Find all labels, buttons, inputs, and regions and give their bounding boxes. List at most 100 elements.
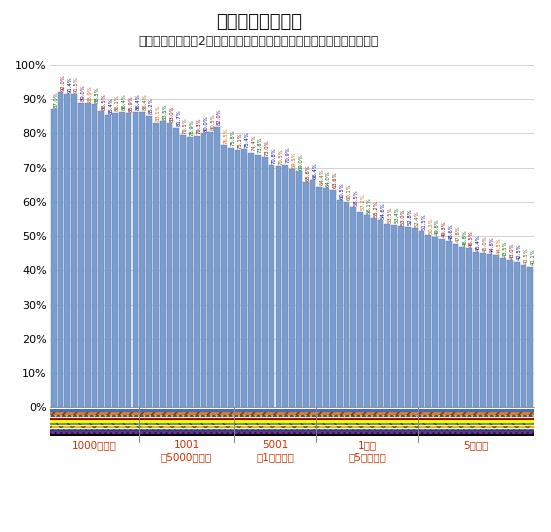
Bar bbox=[364, 215, 370, 408]
Text: 82.0%: 82.0% bbox=[217, 109, 222, 125]
Bar bbox=[51, 110, 57, 408]
Bar bbox=[425, 235, 431, 408]
Text: 43.0%: 43.0% bbox=[510, 242, 515, 259]
Bar bbox=[446, 241, 452, 408]
Text: 85.2%: 85.2% bbox=[149, 98, 154, 114]
Text: 57.2%: 57.2% bbox=[360, 194, 365, 210]
Text: （二人以上世帯、2つまでの複数回答で「現金」回答率、支払金額別）: （二人以上世帯、2つまでの複数回答で「現金」回答率、支払金額別） bbox=[139, 35, 379, 47]
Bar bbox=[432, 237, 438, 408]
Bar bbox=[255, 155, 261, 408]
Text: 80.0%: 80.0% bbox=[203, 115, 208, 132]
Text: 85.9%: 85.9% bbox=[128, 95, 133, 112]
Text: 76.5%: 76.5% bbox=[224, 128, 229, 144]
Text: 55.2%: 55.2% bbox=[374, 201, 379, 217]
Text: 1001
〜5000円以下: 1001 〜5000円以下 bbox=[161, 440, 212, 462]
Bar bbox=[302, 182, 309, 408]
Text: 46.8%: 46.8% bbox=[462, 229, 467, 246]
Bar bbox=[344, 202, 349, 408]
Text: 58.5%: 58.5% bbox=[353, 189, 358, 206]
Bar bbox=[412, 228, 418, 408]
Text: 42.5%: 42.5% bbox=[517, 244, 522, 261]
Bar bbox=[201, 134, 207, 408]
Bar bbox=[119, 112, 125, 408]
Text: 81.7%: 81.7% bbox=[176, 110, 181, 126]
Text: 70.9%: 70.9% bbox=[285, 147, 290, 163]
Bar bbox=[126, 113, 132, 408]
Bar bbox=[153, 123, 159, 408]
Text: 41.5%: 41.5% bbox=[523, 247, 528, 264]
Bar bbox=[85, 103, 90, 408]
Bar bbox=[357, 212, 363, 408]
Bar bbox=[527, 267, 533, 408]
Text: 64.4%: 64.4% bbox=[319, 169, 325, 186]
Text: 5001
〜1万円以下: 5001 〜1万円以下 bbox=[256, 440, 294, 462]
Bar bbox=[105, 115, 111, 408]
Text: 49.3%: 49.3% bbox=[442, 221, 447, 237]
Bar bbox=[350, 207, 356, 408]
Bar bbox=[466, 248, 472, 408]
Text: 80.5%: 80.5% bbox=[210, 114, 215, 130]
Text: 64.0%: 64.0% bbox=[326, 170, 331, 187]
Bar bbox=[139, 112, 145, 408]
Bar bbox=[112, 113, 118, 408]
Text: 45.0%: 45.0% bbox=[483, 235, 488, 252]
Bar bbox=[452, 244, 458, 408]
Bar bbox=[249, 153, 254, 408]
Text: 52.4%: 52.4% bbox=[414, 210, 420, 227]
Text: 83.5%: 83.5% bbox=[163, 104, 168, 120]
Bar bbox=[405, 227, 410, 408]
Text: 86.4%: 86.4% bbox=[122, 94, 127, 110]
Text: 60.1%: 60.1% bbox=[347, 184, 352, 200]
Text: 73.8%: 73.8% bbox=[258, 137, 263, 153]
Bar bbox=[71, 94, 77, 408]
Bar bbox=[473, 252, 479, 408]
Text: 49.8%: 49.8% bbox=[435, 219, 440, 236]
Bar bbox=[64, 95, 70, 408]
Bar bbox=[91, 104, 98, 408]
Bar bbox=[269, 165, 274, 408]
Text: 66.4%: 66.4% bbox=[312, 162, 317, 179]
Bar bbox=[289, 169, 295, 408]
Bar bbox=[282, 164, 288, 408]
Bar bbox=[58, 93, 63, 408]
Bar bbox=[337, 200, 343, 408]
Bar bbox=[99, 111, 104, 408]
Bar bbox=[500, 259, 506, 408]
Bar bbox=[207, 132, 213, 408]
Text: 86.4%: 86.4% bbox=[136, 94, 141, 110]
Bar bbox=[146, 115, 152, 408]
Bar bbox=[391, 225, 397, 408]
Bar bbox=[480, 253, 485, 408]
Text: 70.5%: 70.5% bbox=[278, 148, 283, 164]
Bar bbox=[276, 166, 282, 408]
Text: 83.0%: 83.0% bbox=[170, 105, 175, 122]
Text: 91.5%: 91.5% bbox=[74, 76, 79, 93]
Text: 44.8%: 44.8% bbox=[489, 236, 495, 253]
Text: 43.5%: 43.5% bbox=[503, 240, 508, 257]
Text: 主な資金決済手段: 主な資金決済手段 bbox=[216, 13, 302, 31]
Bar bbox=[494, 255, 499, 408]
Text: 89.0%: 89.0% bbox=[81, 85, 86, 101]
Bar bbox=[221, 145, 227, 408]
Bar bbox=[487, 254, 493, 408]
Bar bbox=[330, 189, 336, 408]
Text: 51.5%: 51.5% bbox=[422, 213, 426, 230]
Bar bbox=[187, 137, 193, 408]
Text: 53.4%: 53.4% bbox=[394, 206, 399, 223]
Text: 46.5%: 46.5% bbox=[469, 230, 474, 247]
Bar bbox=[160, 121, 165, 408]
Bar bbox=[398, 226, 404, 408]
Text: 54.6%: 54.6% bbox=[381, 202, 386, 219]
Text: 88.5%: 88.5% bbox=[95, 86, 100, 103]
Bar bbox=[214, 127, 220, 408]
Bar bbox=[419, 231, 424, 408]
Text: 88.9%: 88.9% bbox=[88, 85, 93, 102]
Text: 86.4%: 86.4% bbox=[142, 94, 147, 110]
Text: 79.3%: 79.3% bbox=[197, 118, 202, 135]
Text: 52.8%: 52.8% bbox=[408, 209, 413, 225]
Bar bbox=[385, 224, 390, 408]
Text: 53.0%: 53.0% bbox=[401, 208, 406, 225]
Text: 56.1%: 56.1% bbox=[367, 197, 372, 214]
Bar bbox=[310, 180, 315, 408]
Bar bbox=[166, 123, 172, 408]
